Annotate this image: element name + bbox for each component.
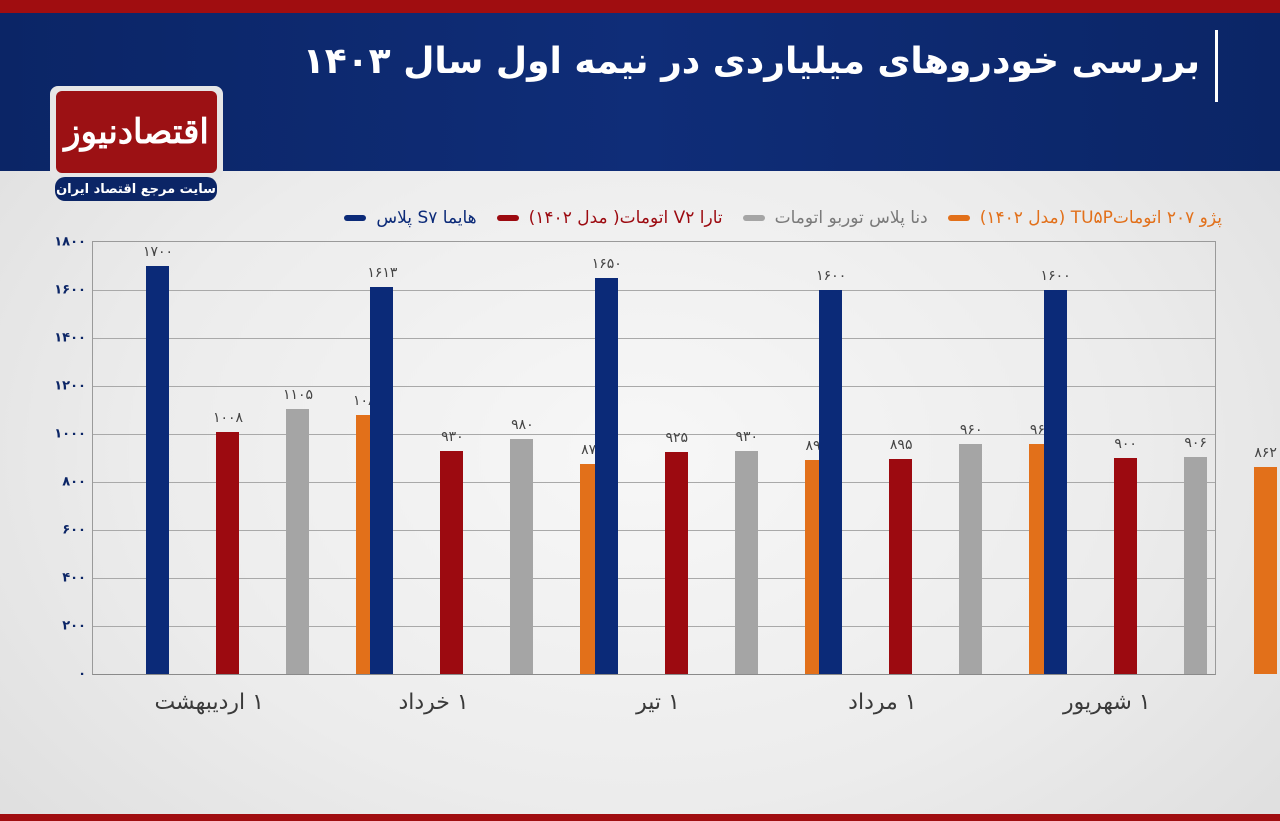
y-tick-label: ۴۰۰	[62, 570, 86, 586]
bar-value-label: ۹۲۵	[665, 430, 689, 446]
y-tick-label: ۶۰۰	[62, 522, 86, 538]
top-red-stripe	[0, 0, 1280, 13]
gridline	[93, 434, 1215, 435]
bar-value-label: ۱۶۰۰	[1040, 268, 1071, 284]
y-tick-label: ۸۰۰	[62, 474, 86, 490]
logo-tagline: سایت مرجع اقتصاد ایران	[55, 177, 217, 201]
bar	[1113, 458, 1137, 674]
bar-value-label: ۹۳۰	[441, 428, 464, 445]
x-tick-label: ۱ شهریور	[1062, 690, 1151, 715]
bar	[510, 438, 534, 674]
bar-value-label: ۹۰۰	[1114, 436, 1137, 452]
title-divider	[1215, 30, 1218, 102]
legend-swatch-icon	[344, 215, 367, 221]
legend-swatch-icon	[496, 215, 519, 221]
bar-value-label: ۱۰۰۸	[212, 410, 244, 427]
gridline	[93, 530, 1215, 531]
bar	[146, 266, 169, 674]
legend-item: دنا پلاس توربو اتومات	[742, 208, 928, 228]
gridline	[93, 626, 1215, 627]
logo: اقتصادنیوز	[50, 86, 223, 180]
bottom-red-stripe	[0, 814, 1280, 821]
bar-value-label: ۱۶۰۰	[816, 268, 847, 284]
bar-value-label: ۹۳۰	[735, 428, 759, 445]
y-tick-label: ۱۴۰۰	[54, 330, 86, 346]
legend-label: تارا V۲ اتومات( مدل ۱۴۰۲)	[528, 208, 723, 228]
bar	[1253, 467, 1277, 674]
bar-value-label: ۸۶۲	[1254, 445, 1277, 462]
y-tick-label: ۲۰۰	[62, 618, 86, 634]
y-tick-label: ۰	[78, 666, 86, 682]
legend-item: تارا V۲ اتومات( مدل ۱۴۰۲)	[496, 208, 723, 228]
chart-legend: هایما S۷ پلاس تارا V۲ اتومات( مدل ۱۴۰۲) دن…	[344, 204, 1222, 232]
bar	[370, 286, 394, 674]
bar-value-label: ۹۸۰	[511, 416, 534, 433]
legend-swatch-icon	[742, 215, 765, 221]
x-tick-label: ۱ تیر	[636, 690, 680, 715]
bar	[594, 278, 618, 674]
gridline	[93, 290, 1215, 291]
legend-label: دنا پلاس توربو اتومات	[774, 208, 928, 228]
x-tick-label: ۱ خرداد	[398, 690, 469, 715]
bar	[216, 432, 239, 674]
bar-value-label: ۹۶۰	[959, 421, 983, 438]
bar	[734, 450, 758, 674]
x-tick-label: ۱ مرداد	[848, 690, 917, 715]
bar	[959, 443, 983, 674]
legend-swatch-icon	[947, 215, 970, 221]
bar	[1043, 290, 1067, 674]
bar-value-label: ۱۷۰۰	[142, 244, 174, 260]
page-title: بررسی خودروهای میلیاردی در نیمه اول سال …	[302, 41, 1200, 82]
gridline	[93, 482, 1215, 483]
bar-value-label: ۱۱۰۵	[282, 386, 314, 403]
chart-plot-area: ۱۷۰۰ ۱۰۰۸ ۱۱۰۵ ۱۰۸۰ ۱۶۱۳ ۹۳۰ ۹۸۰ ۸۷۵ ۱۶۵۰ ۹۲۵ ۹۳۰ ۸…	[92, 241, 1277, 675]
logo-wordmark: اقتصادنیوز	[56, 91, 217, 173]
bar-value-label: ۹۰۶	[1184, 434, 1207, 451]
bar	[819, 290, 843, 674]
legend-item: هایما S۷ پلاس	[344, 208, 477, 228]
bar-value-label: ۸۹۵	[889, 437, 913, 454]
bar	[1183, 456, 1207, 674]
x-tick-label: ۱ اردیبهشت	[154, 690, 264, 715]
gridline	[93, 338, 1215, 339]
y-tick-label: ۱۸۰۰	[54, 234, 86, 250]
bar	[440, 450, 464, 674]
legend-item: پژو ۲۰۷ اتوماتTU۵P (مدل ۱۴۰۲)	[947, 208, 1222, 228]
gridline	[93, 578, 1215, 579]
y-tick-label: ۱۶۰۰	[54, 282, 86, 298]
bar-value-label: ۱۶۱۳	[367, 264, 398, 281]
bar	[889, 459, 913, 674]
gridline	[93, 386, 1215, 387]
y-tick-label: ۱۲۰۰	[54, 378, 86, 394]
y-tick-label: ۱۰۰۰	[54, 426, 86, 442]
legend-label: پژو ۲۰۷ اتوماتTU۵P (مدل ۱۴۰۲)	[979, 208, 1222, 228]
bar	[664, 452, 688, 674]
bar-value-label: ۱۶۵۰	[591, 256, 622, 272]
legend-label: هایما S۷ پلاس	[376, 208, 477, 228]
bar	[286, 408, 309, 674]
